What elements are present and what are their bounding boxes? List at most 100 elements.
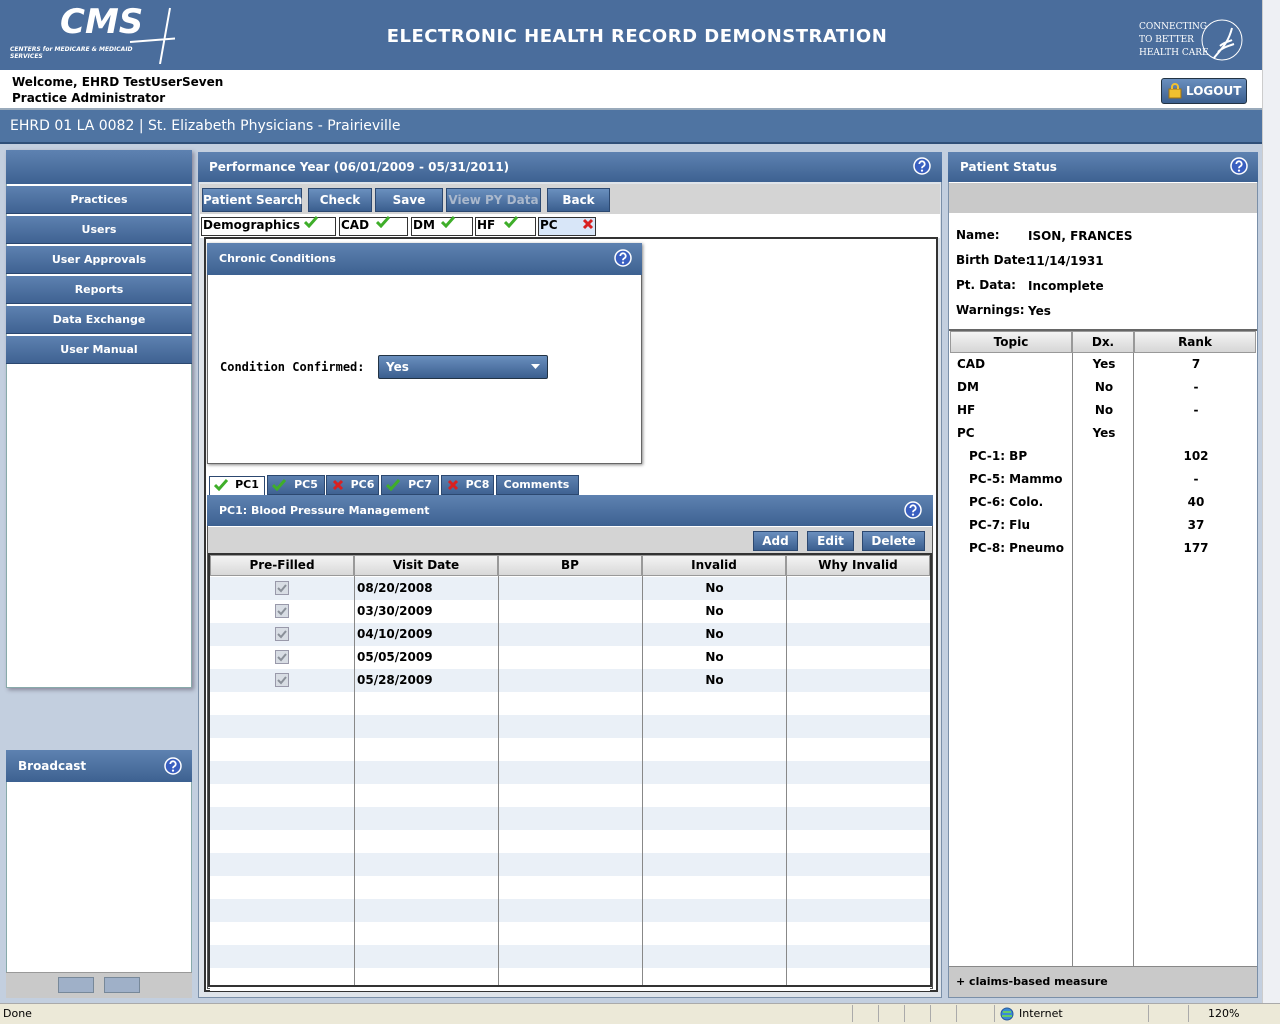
broadcast-footer bbox=[6, 972, 192, 998]
tab-label[interactable]: DM bbox=[413, 218, 435, 232]
topic: PC-6: Colo. bbox=[969, 495, 1044, 509]
toolbar-button[interactable]: Save bbox=[375, 188, 443, 212]
logo-swoosh-svg bbox=[129, 7, 175, 64]
subtab[interactable] bbox=[267, 475, 325, 495]
subtab-label[interactable]: PC6 bbox=[350, 478, 375, 491]
check-icon bbox=[376, 216, 390, 228]
column-header[interactable]: BP bbox=[498, 555, 642, 576]
topic: PC-7: Flu bbox=[969, 518, 1031, 532]
nav-item[interactable]: Users bbox=[6, 216, 192, 244]
nav-item[interactable]: Data Exchange bbox=[6, 306, 192, 334]
topic: PC bbox=[957, 426, 975, 440]
action-button[interactable]: Delete bbox=[862, 531, 925, 551]
subtab[interactable] bbox=[496, 475, 579, 495]
status-divider bbox=[852, 1005, 853, 1022]
field-value: Yes bbox=[1028, 304, 1051, 318]
header-bar bbox=[0, 0, 1280, 70]
status-header: Patient Status bbox=[948, 152, 1258, 182]
check-icon-svg bbox=[214, 479, 228, 491]
zoom-text[interactable]: 120% bbox=[1208, 1007, 1240, 1020]
prefilled-check bbox=[275, 673, 289, 687]
tab[interactable] bbox=[475, 217, 536, 236]
nav-item[interactable]: User Manual bbox=[6, 336, 192, 364]
dx: No bbox=[1094, 380, 1114, 394]
subtab-label[interactable]: Comments bbox=[503, 478, 570, 491]
dx: Yes bbox=[1092, 357, 1116, 371]
tab-label[interactable]: PC bbox=[540, 218, 558, 232]
subtab-label[interactable]: PC5 bbox=[294, 478, 318, 491]
table-border bbox=[208, 553, 932, 987]
tab-label[interactable]: HF bbox=[477, 218, 496, 232]
subtab[interactable] bbox=[326, 475, 379, 495]
tab[interactable] bbox=[201, 217, 336, 236]
status-text: Done bbox=[3, 1007, 32, 1020]
scrollbar bbox=[1262, 0, 1280, 1003]
tagline: HEALTH CARE bbox=[1139, 48, 1209, 58]
toolbar-button[interactable]: Back bbox=[547, 188, 610, 212]
action-button[interactable]: Add bbox=[753, 531, 798, 551]
status-divider bbox=[994, 1005, 995, 1022]
column-header[interactable]: Why Invalid bbox=[786, 555, 930, 576]
nav-item[interactable]: User Approvals bbox=[6, 246, 192, 274]
subtab-label[interactable]: PC1 bbox=[235, 478, 259, 491]
invalid-cell: No bbox=[705, 627, 724, 641]
toolbar-button[interactable]: Check bbox=[308, 188, 372, 212]
action-button[interactable]: Edit bbox=[807, 531, 854, 551]
error-icon-svg bbox=[447, 479, 459, 491]
invalid-cell: No bbox=[705, 581, 724, 595]
zone-text: Internet bbox=[1019, 1007, 1063, 1020]
check-icon bbox=[304, 216, 318, 228]
visit-date: 05/05/2009 bbox=[357, 650, 433, 664]
column-header[interactable]: Visit Date bbox=[354, 555, 498, 576]
tagline: CONNECTING bbox=[1139, 22, 1208, 32]
subtab[interactable] bbox=[381, 475, 439, 495]
status-divider bbox=[1188, 1005, 1189, 1022]
table-stripe bbox=[210, 830, 930, 853]
nav-item[interactable]: Practices bbox=[6, 186, 192, 214]
help-icon-svg bbox=[1230, 157, 1248, 175]
main-header: Performance Year (06/01/2009 - 05/31/201… bbox=[198, 152, 942, 182]
status-divider bbox=[930, 1005, 931, 1022]
tab-label[interactable]: CAD bbox=[341, 218, 370, 232]
logout-label: LOGOUT bbox=[1186, 84, 1242, 98]
page-button[interactable] bbox=[58, 977, 94, 993]
table-stripe bbox=[210, 738, 930, 761]
nav-item[interactable]: Reports bbox=[6, 276, 192, 304]
tab-label[interactable]: Demographics bbox=[203, 218, 300, 232]
table-stripe bbox=[210, 945, 930, 968]
prefilled-check bbox=[275, 604, 289, 618]
help-icon-svg bbox=[164, 757, 182, 775]
globe-icon bbox=[1000, 1007, 1014, 1021]
subtab-label[interactable]: PC7 bbox=[408, 478, 432, 491]
status-footer: + claims-based measure bbox=[949, 966, 1257, 997]
column-header[interactable]: Pre-Filled bbox=[210, 555, 354, 576]
condition-value[interactable]: Yes bbox=[386, 360, 409, 374]
help-icon bbox=[1230, 157, 1248, 175]
subtab[interactable] bbox=[441, 475, 494, 495]
check-icon-svg bbox=[504, 216, 518, 228]
table-stripe bbox=[210, 646, 930, 669]
rank: 37 bbox=[1187, 518, 1205, 532]
page-button[interactable] bbox=[104, 977, 140, 993]
tab[interactable] bbox=[411, 217, 473, 236]
prefilled-check-svg bbox=[275, 650, 289, 664]
prefilled-check bbox=[275, 581, 289, 595]
role-text: Practice Administrator bbox=[12, 91, 166, 105]
column-header[interactable]: Topic bbox=[950, 331, 1072, 353]
column-header[interactable]: Dx. bbox=[1072, 331, 1134, 353]
tab[interactable] bbox=[538, 217, 596, 236]
rank: - bbox=[1193, 403, 1199, 417]
column-header[interactable]: Invalid bbox=[642, 555, 786, 576]
toolbar-button[interactable]: Patient Search bbox=[202, 188, 302, 212]
tab[interactable] bbox=[339, 217, 408, 236]
condition-select[interactable] bbox=[378, 355, 548, 379]
table-stripe bbox=[210, 876, 930, 899]
lock-icon bbox=[1168, 83, 1182, 99]
check-icon-svg bbox=[376, 216, 390, 228]
table-stripe bbox=[210, 761, 930, 784]
status-table-top bbox=[949, 329, 1257, 331]
table-stripe bbox=[210, 807, 930, 830]
column-header[interactable]: Rank bbox=[1134, 331, 1256, 353]
subtab-label[interactable]: PC8 bbox=[465, 478, 490, 491]
